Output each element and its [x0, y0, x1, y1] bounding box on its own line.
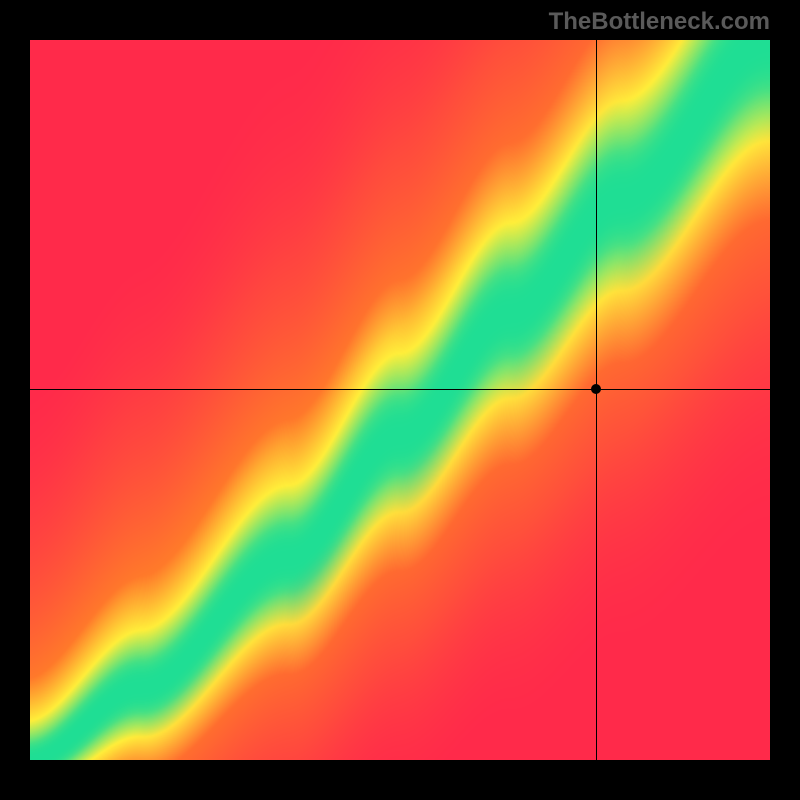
watermark-text: TheBottleneck.com: [549, 8, 770, 36]
crosshair-marker-dot: [591, 384, 601, 394]
crosshair-vertical: [596, 40, 597, 760]
heatmap-plot: [30, 40, 770, 760]
crosshair-horizontal: [30, 389, 770, 390]
heatmap-canvas: [30, 40, 770, 760]
